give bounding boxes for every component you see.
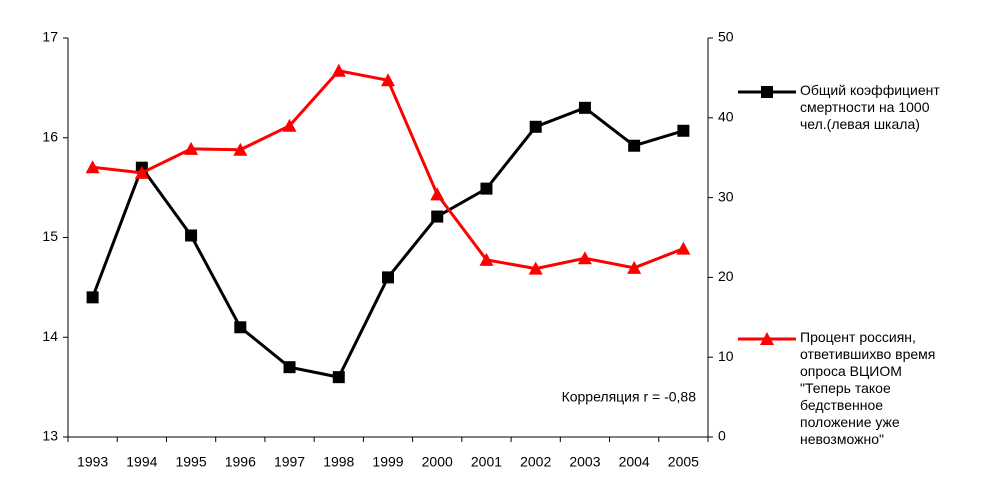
y-tick-label: 13 [42,428,58,444]
marker [382,271,394,284]
marker [431,210,444,223]
y-tick-label: 14 [42,328,58,344]
x-tick-label: 1999 [372,454,403,470]
x-tick-label: 1994 [126,454,157,470]
marker [479,252,494,266]
x-tick-label: 2003 [569,454,600,470]
marker [381,73,395,87]
marker [760,332,774,345]
marker [233,142,248,156]
y-tick-label: 17 [42,29,58,45]
marker [283,361,296,374]
marker [578,101,591,114]
x-tick-label: 2002 [520,454,551,470]
y2-tick-label: 10 [718,348,734,364]
marker [480,182,493,195]
marker [761,86,773,98]
marker [529,120,542,133]
marker [85,160,100,174]
legend-label: Процент россиян, ответившихво время опро… [800,329,936,447]
marker [628,139,641,152]
y-tick-label: 16 [42,128,58,144]
x-tick-label: 2005 [668,454,699,470]
y2-tick-label: 40 [718,109,734,125]
x-tick-label: 1997 [274,454,305,470]
legend-label: Общий коэффициент смертности на 1000 чел… [800,82,940,132]
marker [676,241,691,255]
marker [331,63,346,77]
y-tick-label: 15 [42,228,58,244]
x-tick-label: 2004 [619,454,650,470]
x-tick-label: 1993 [77,454,108,470]
x-tick-label: 2001 [471,454,502,470]
marker [430,187,445,201]
marker [627,260,642,274]
series-line [91,106,684,379]
marker [282,118,297,132]
marker [234,321,247,334]
y2-tick-label: 0 [718,428,726,444]
marker [134,165,149,179]
marker [185,229,198,242]
marker [332,371,345,384]
marker [184,141,199,155]
marker [86,291,99,304]
marker [528,261,543,275]
y2-tick-label: 30 [718,188,734,204]
x-tick-label: 1995 [175,454,206,470]
marker [677,124,690,137]
y2-tick-label: 50 [718,29,734,45]
series-line [92,69,684,271]
x-tick-label: 1996 [225,454,256,470]
marker [577,251,592,265]
annotation: Корреляция r = -0,88 [562,389,697,405]
y2-tick-label: 20 [718,268,734,284]
x-tick-label: 1998 [323,454,354,470]
x-tick-label: 2000 [422,454,453,470]
